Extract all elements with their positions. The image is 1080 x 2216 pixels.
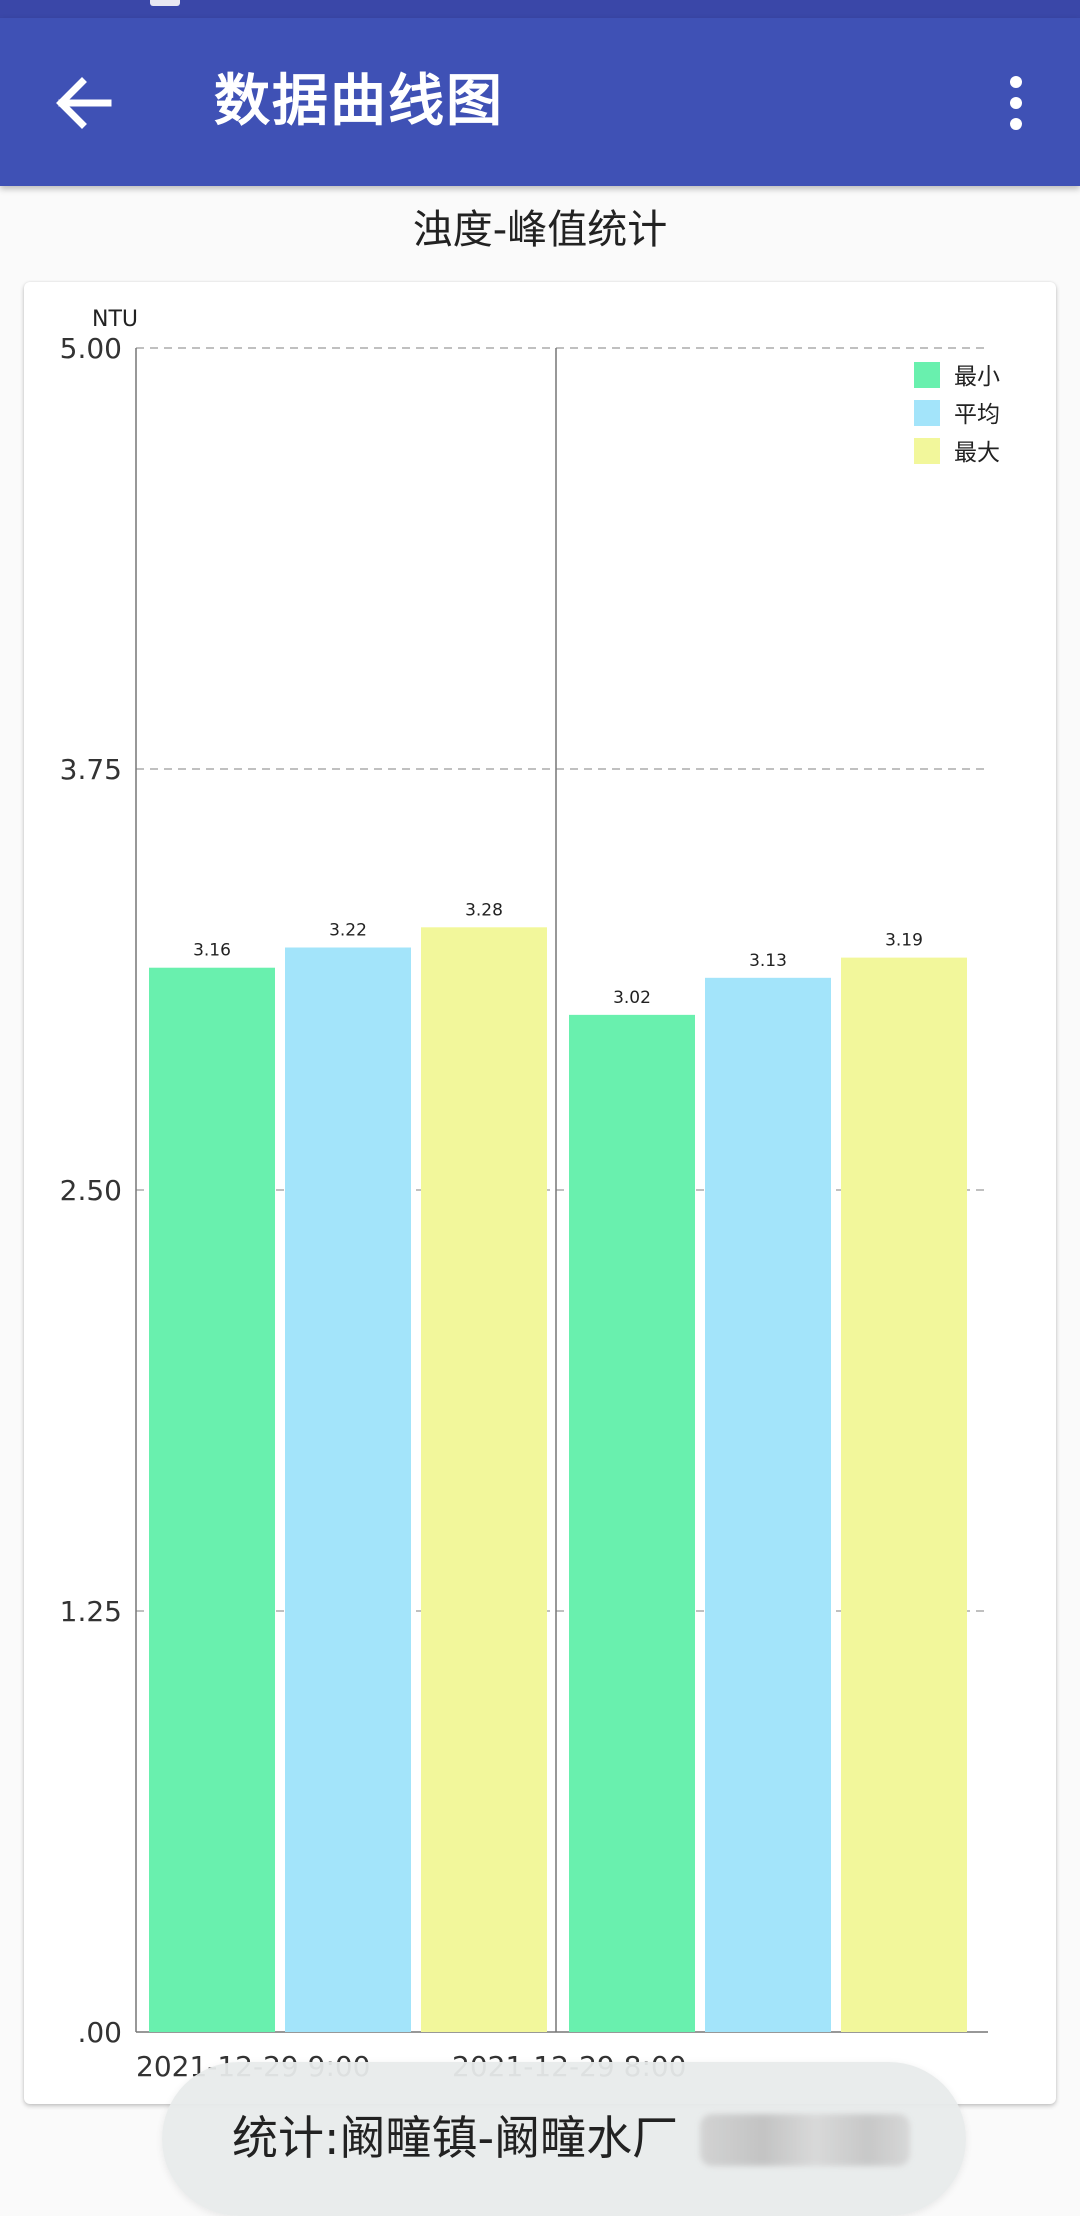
status-bar <box>0 0 1080 18</box>
data-label: 3.13 <box>749 951 787 971</box>
legend-label: 最大 <box>954 440 1000 466</box>
status-icon <box>150 0 180 6</box>
y-axis-title: NTU <box>92 307 138 332</box>
y-tick-label: 3.75 <box>60 753 122 786</box>
y-tick-label: 2.50 <box>60 1174 122 1207</box>
arrow-back-icon <box>56 77 112 129</box>
toast-text: 统计:阚疃镇-阚疃水厂 <box>232 2111 679 2165</box>
chart-card: NTU.001.252.503.755.003.163.223.282021-1… <box>24 282 1056 2216</box>
bar <box>841 957 967 2033</box>
bar <box>421 927 547 2032</box>
bar <box>285 947 411 2032</box>
menu-dot <box>1010 118 1022 130</box>
legend-label: 平均 <box>954 402 1000 428</box>
y-tick-label: .00 <box>77 2016 122 2049</box>
data-label: 3.02 <box>613 988 651 1008</box>
chart-heading: 浊度-峰值统计 <box>412 207 668 253</box>
back-button[interactable] <box>50 70 116 136</box>
toast-message: 统计:阚疃镇-阚疃水厂 <box>162 2062 966 2216</box>
legend-label: 最小 <box>954 364 1000 390</box>
more-menu-button[interactable] <box>990 70 1040 136</box>
page-title: 数据曲线图 <box>214 69 504 134</box>
data-label: 3.28 <box>465 900 503 920</box>
legend-swatch <box>914 400 940 426</box>
more-vert-icon <box>1010 76 1022 88</box>
bar <box>149 967 275 2033</box>
bar-chart: NTU.001.252.503.755.003.163.223.282021-1… <box>60 307 1000 2083</box>
y-tick-label: 1.25 <box>60 1595 122 1628</box>
data-label: 3.19 <box>885 931 923 951</box>
redacted-text <box>700 2114 910 2166</box>
bar <box>705 977 831 2033</box>
data-label: 3.22 <box>329 921 367 941</box>
legend-swatch <box>914 362 940 388</box>
bar <box>569 1014 695 2032</box>
app-bar: 数据曲线图 <box>0 18 1080 186</box>
menu-dot <box>1010 97 1022 109</box>
legend-swatch <box>914 438 940 464</box>
data-label: 3.16 <box>193 941 231 961</box>
y-tick-label: 5.00 <box>60 332 122 365</box>
